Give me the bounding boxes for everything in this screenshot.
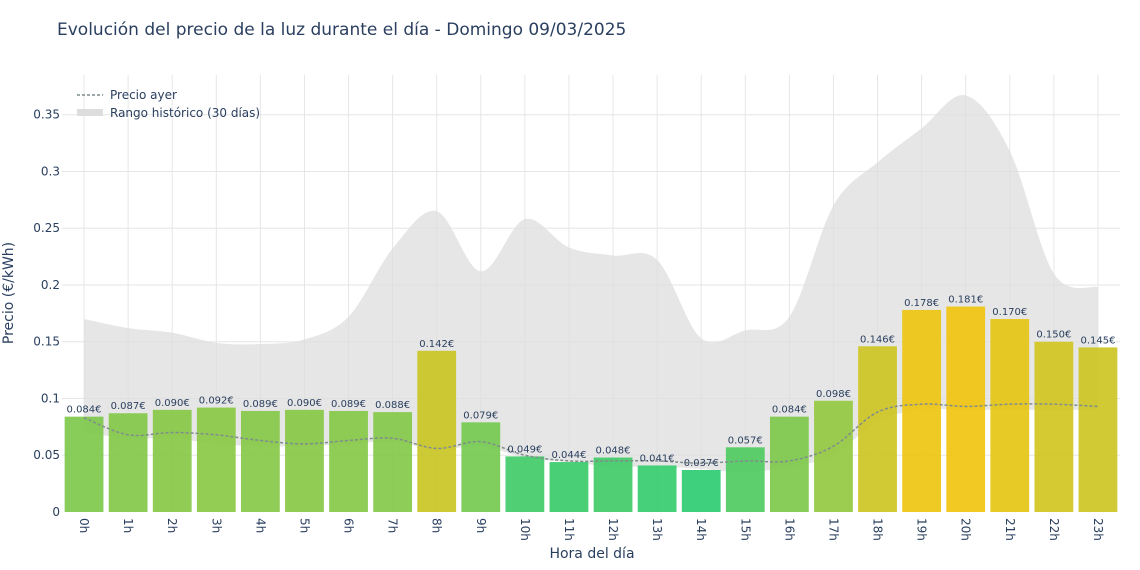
y-tick-label: 0.15 <box>33 335 60 349</box>
historical-range-band <box>84 95 1098 473</box>
x-tick-label: 1h <box>121 518 135 533</box>
x-tick-label: 0h <box>77 518 91 533</box>
bar-value-label: 0.146€ <box>860 334 895 345</box>
price-bar[interactable] <box>990 319 1030 512</box>
x-tick-label: 12h <box>606 518 620 541</box>
bar-value-label: 0.084€ <box>67 405 102 416</box>
x-tick-label: 23h <box>1091 518 1105 541</box>
price-bar[interactable] <box>549 462 589 512</box>
bar-value-label: 0.090€ <box>155 398 190 409</box>
bar-value-label: 0.084€ <box>772 405 807 416</box>
x-tick-label: 22h <box>1047 518 1061 541</box>
price-bar[interactable] <box>858 346 897 512</box>
bar-value-label: 0.048€ <box>596 446 631 457</box>
bar-value-label: 0.181€ <box>948 295 983 306</box>
bar-value-label: 0.037€ <box>684 458 719 469</box>
x-tick-label: 6h <box>342 518 356 533</box>
x-tick-label: 10h <box>518 518 532 541</box>
bar-value-label: 0.089€ <box>331 399 366 410</box>
x-tick-label: 8h <box>430 518 444 533</box>
legend-range-label: Rango histórico (30 días) <box>110 106 260 120</box>
price-bar[interactable] <box>637 465 677 512</box>
x-tick-label: 13h <box>650 518 664 541</box>
bar-value-label: 0.079€ <box>463 410 498 421</box>
axes-layer: 0 0.05 0.1 0.15 0.2 0.25 0.3 0.35 0h 1h 2h 3h 4h 5h 6h… <box>33 108 1105 541</box>
price-bar[interactable] <box>1078 347 1118 512</box>
bar-value-label: 0.089€ <box>243 399 278 410</box>
bar-value-label: 0.088€ <box>375 400 410 411</box>
bar-value-label: 0.098€ <box>816 389 851 400</box>
price-bar[interactable] <box>417 350 457 512</box>
price-bar[interactable] <box>152 409 192 512</box>
yesterday-line-layer <box>83 403 1098 464</box>
x-tick-label: 2h <box>165 518 179 533</box>
y-tick-label: 0.1 <box>41 391 60 405</box>
price-bar[interactable] <box>1034 341 1074 512</box>
price-bar[interactable] <box>593 457 633 512</box>
price-bar[interactable] <box>902 309 942 512</box>
price-bar[interactable] <box>285 409 324 512</box>
bar-value-label: 0.090€ <box>287 398 322 409</box>
y-tick-label: 0.35 <box>33 108 60 122</box>
bar-value-label: 0.170€ <box>992 307 1027 318</box>
price-bar[interactable] <box>240 410 280 512</box>
bar-value-label: 0.178€ <box>904 298 939 309</box>
x-tick-label: 21h <box>1003 518 1017 541</box>
x-tick-label: 15h <box>738 518 752 541</box>
x-tick-label: 5h <box>297 518 311 533</box>
x-tick-label: 14h <box>694 518 708 541</box>
price-bar[interactable] <box>505 456 545 512</box>
y-tick-label: 0.05 <box>33 448 60 462</box>
x-tick-label: 9h <box>474 518 488 533</box>
x-tick-label: 19h <box>915 518 929 541</box>
bar-value-label: 0.041€ <box>640 453 675 464</box>
x-tick-label: 17h <box>826 518 840 541</box>
bars-layer <box>64 306 1118 512</box>
bar-value-label: 0.044€ <box>551 450 586 461</box>
x-tick-label: 7h <box>386 518 400 533</box>
legend-range-swatch <box>77 109 103 116</box>
bar-value-label: 0.092€ <box>199 396 234 407</box>
price-bar[interactable] <box>725 447 765 512</box>
price-bar[interactable] <box>373 412 413 512</box>
bar-value-label: 0.087€ <box>111 401 146 412</box>
price-bar[interactable] <box>196 407 236 512</box>
y-tick-label: 0 <box>52 505 60 519</box>
legend-yesterday-label: Precio ayer <box>110 88 177 102</box>
bar-value-label: 0.049€ <box>507 444 542 455</box>
bar-value-label: 0.150€ <box>1036 330 1071 341</box>
yesterday-price-line <box>83 403 1098 464</box>
chart-title: Evolución del precio de la luz durante e… <box>57 20 627 40</box>
price-bar[interactable] <box>814 400 853 512</box>
price-bar[interactable] <box>461 422 501 512</box>
y-tick-label: 0.2 <box>41 278 60 292</box>
x-tick-label: 16h <box>782 518 796 541</box>
y-tick-label: 0.25 <box>33 221 60 235</box>
x-tick-label: 11h <box>562 518 576 541</box>
price-bar[interactable] <box>681 470 721 512</box>
price-bar[interactable] <box>108 413 148 512</box>
price-bar[interactable] <box>769 416 809 512</box>
legend: Precio ayer Rango histórico (30 días) <box>77 88 260 120</box>
price-bar[interactable] <box>64 416 104 512</box>
bar-value-label: 0.142€ <box>419 339 454 350</box>
price-bar[interactable] <box>329 410 368 512</box>
y-tick-label: 0.3 <box>41 164 60 178</box>
x-axis-title: Hora del día <box>549 546 634 562</box>
x-tick-label: 3h <box>209 518 223 533</box>
price-bar[interactable] <box>946 306 986 512</box>
x-tick-label: 20h <box>959 518 973 541</box>
y-axis-title: Precio (€/kWh) <box>1 242 17 344</box>
x-tick-label: 18h <box>871 518 885 541</box>
x-tick-label: 4h <box>253 518 267 533</box>
historical-range-layer <box>84 95 1098 473</box>
bar-value-label: 0.145€ <box>1080 335 1115 346</box>
bar-value-label: 0.057€ <box>728 435 763 446</box>
bar-labels-layer: 0.084€ 0.087€ 0.090€ 0.092€ 0.089€ 0.090€ 0.08… <box>67 295 1116 469</box>
